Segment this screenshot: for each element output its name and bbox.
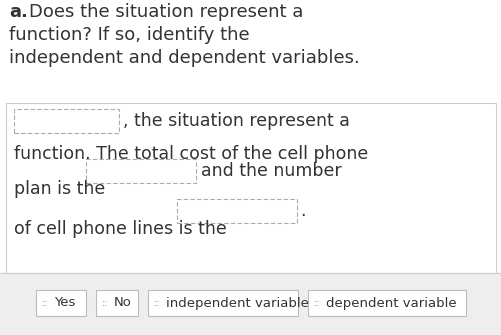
Text: independent and dependent variables.: independent and dependent variables. — [9, 49, 359, 67]
Text: and the number: and the number — [200, 162, 341, 180]
FancyBboxPatch shape — [148, 290, 298, 316]
Text: Yes: Yes — [54, 296, 75, 310]
Text: ::: :: — [154, 298, 160, 308]
FancyBboxPatch shape — [177, 199, 297, 223]
Text: function. The total cost of the cell phone: function. The total cost of the cell pho… — [14, 145, 368, 163]
Bar — [0, 273, 501, 335]
Text: .: . — [300, 202, 305, 220]
Text: function? If so, identify the: function? If so, identify the — [9, 26, 249, 44]
Text: ::: :: — [42, 298, 49, 308]
Text: a.: a. — [9, 3, 28, 21]
Text: plan is the: plan is the — [14, 180, 111, 198]
Text: Does the situation represent a: Does the situation represent a — [29, 3, 303, 21]
Text: ::: :: — [313, 298, 320, 308]
Text: ::: :: — [102, 298, 108, 308]
Text: independent variable: independent variable — [166, 296, 308, 310]
FancyBboxPatch shape — [308, 290, 465, 316]
Bar — [6, 103, 495, 273]
FancyBboxPatch shape — [14, 109, 119, 133]
Text: , the situation represent a: , the situation represent a — [123, 112, 349, 130]
FancyBboxPatch shape — [96, 290, 138, 316]
Text: No: No — [114, 296, 132, 310]
Text: dependent variable: dependent variable — [325, 296, 456, 310]
Text: of cell phone lines is the: of cell phone lines is the — [14, 220, 232, 238]
FancyBboxPatch shape — [36, 290, 86, 316]
FancyBboxPatch shape — [86, 159, 195, 183]
